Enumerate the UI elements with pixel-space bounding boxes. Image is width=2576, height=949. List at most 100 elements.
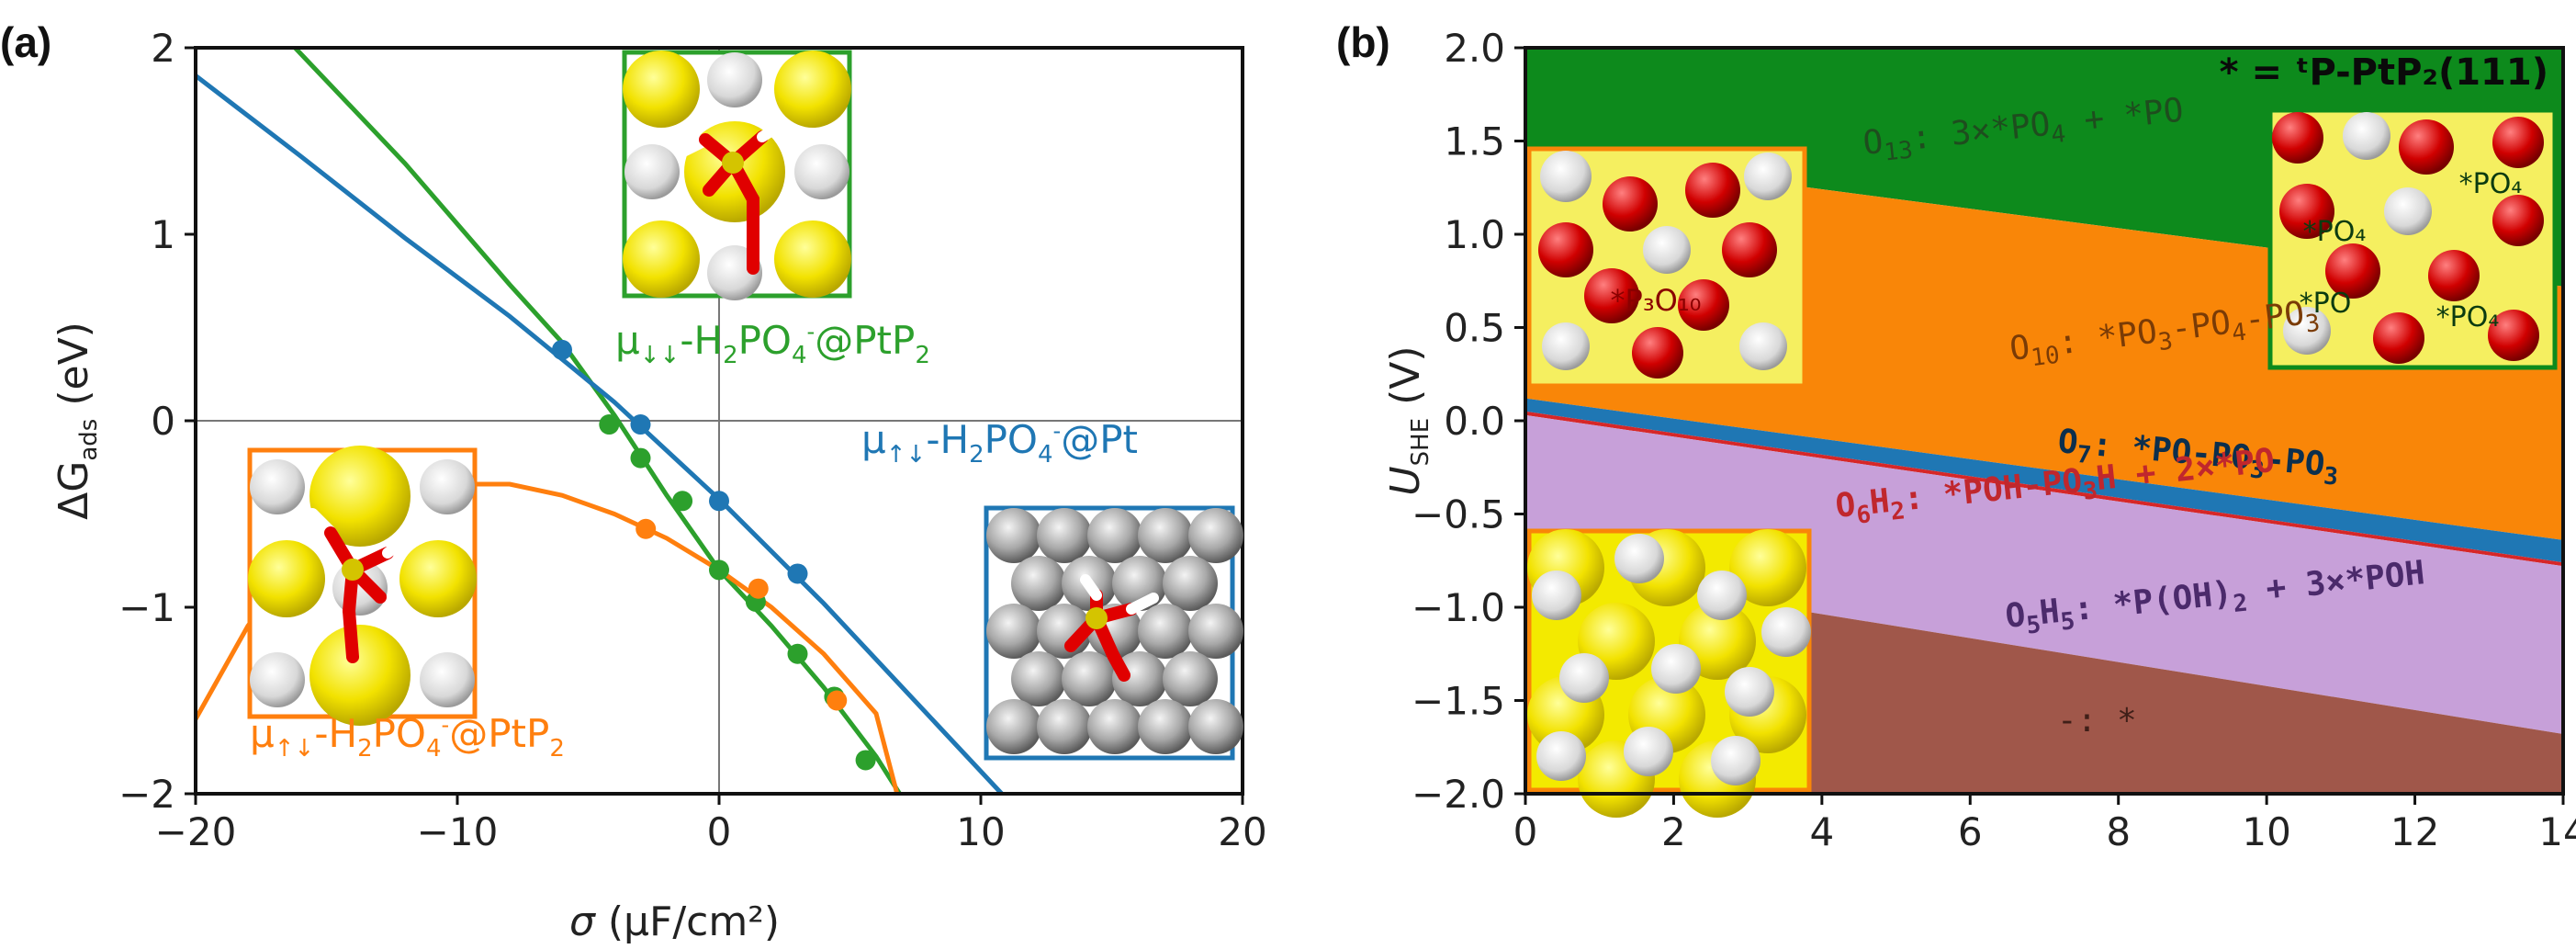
po4-inset-structure: *PO₄ *PO₄ *PO *PO₄: [2267, 107, 2558, 370]
x-tick-label: 20: [1218, 809, 1266, 854]
panel-a-label: (a): [0, 18, 51, 66]
pt-atom: [1163, 651, 1218, 706]
pt-atom: [1624, 727, 1673, 776]
x-tick-label: 10: [2242, 809, 2290, 854]
region-label-part: H: [1868, 482, 1892, 522]
y-tick-label: −1.0: [1412, 585, 1505, 630]
region-label-part: O: [1862, 123, 1885, 163]
y-tick-label: 2.0: [1444, 26, 1505, 71]
p3o10-label: *P₃O₁₀: [1611, 283, 1702, 318]
region-label-part: -PO: [2264, 441, 2326, 484]
pt-atom: [1697, 571, 1747, 620]
region-label-part: 6: [1855, 501, 1873, 529]
data-point-green-7: [855, 750, 876, 771]
fit-curve-blue: [196, 73, 1004, 794]
x-tick-label: −10: [417, 809, 499, 854]
pt-atom: [1761, 607, 1811, 657]
region-label-O6H2: O6H2: *POH-PO3H + 2×*PO: [1834, 442, 2278, 532]
region-label-part: O: [1834, 486, 1858, 525]
region-label-part: 5: [2059, 607, 2076, 636]
x-tick-label: −20: [155, 809, 237, 854]
panel-a-points: [552, 339, 876, 771]
region-label-part: 5: [2025, 611, 2042, 639]
y-tick-label: 1.5: [1444, 119, 1505, 164]
bare-surface-inset-structure: [1526, 528, 1812, 818]
pt-atom: [1651, 644, 1701, 694]
orange-inset-structure: [247, 446, 478, 726]
data-point-orange-1: [748, 578, 769, 599]
region-label--: -: *: [2057, 702, 2137, 740]
green-inset-structure: [622, 50, 852, 300]
y-tick-label: 1: [151, 212, 175, 257]
region-label-part: 4: [2231, 319, 2248, 348]
region-label-part: 2: [1889, 497, 1907, 525]
y-tick-label: −2.0: [1412, 772, 1505, 817]
region-label-O10: O10: *PO3-PO4-PO3: [2008, 293, 2322, 375]
pt-atom: [1188, 699, 1243, 754]
x-tick-label: 6: [1958, 809, 1983, 854]
panel-b-label: (b): [1336, 18, 1390, 66]
pt-atom: [1536, 731, 1586, 781]
region-label-part: H: [2038, 593, 2062, 632]
data-point-blue-2: [709, 491, 729, 512]
pt-atom: [1037, 508, 1092, 563]
pt-atom: [1087, 699, 1142, 754]
x-tick-label: 0: [707, 809, 732, 854]
y-tick-label: −1.5: [1412, 679, 1505, 724]
pt-atom: [1188, 604, 1243, 659]
data-point-blue-0: [552, 339, 572, 360]
region-label-part: 10: [2030, 342, 2062, 373]
pt-atom: [1138, 699, 1193, 754]
x-tick-label: 14: [2538, 809, 2576, 854]
data-point-green-0: [599, 414, 620, 435]
region-label-part: 2: [2232, 590, 2249, 618]
region-label-part: O: [2008, 329, 2032, 368]
p-atom: [1729, 529, 1806, 606]
region-label-part: 3: [2323, 462, 2339, 491]
region-O7: [1525, 398, 2563, 563]
series-label-green: μ↓↓-H2PO4-@PtP2: [615, 318, 930, 369]
region-O5H5: [1525, 414, 2563, 734]
region-label-part: -: *: [2057, 702, 2137, 740]
panel-a-xlabel: σ (μF/cm²): [569, 898, 780, 945]
x-tick-label: 12: [2390, 809, 2439, 854]
panel-b-ylabel: USHE (V): [1382, 345, 1434, 495]
pt-atom: [1711, 736, 1760, 785]
pt-atom: [1163, 556, 1218, 611]
y-tick-label: 1.0: [1444, 212, 1505, 257]
pt-atom: [1614, 534, 1664, 583]
region-label-part: 7: [2075, 441, 2092, 469]
x-tick-label: 8: [2106, 809, 2131, 854]
panel-b-ticks: 0 2 4 6 8 10 12 14 −2.0 −1.5 −1.0 −0.5 0.0 0.5 1.0 1.5 2…: [1412, 26, 2576, 854]
series-label-blue: μ↑↓-H2PO4-@Pt: [861, 417, 1138, 469]
region-label-part: -PO: [2243, 295, 2307, 340]
pt-atom: [1037, 699, 1092, 754]
region-label-part: 3: [2304, 310, 2322, 339]
data-point-green-2: [672, 491, 693, 512]
y-tick-label: 2: [151, 26, 175, 71]
pt-atom: [1188, 508, 1243, 563]
y-tick-label: 0: [151, 399, 175, 444]
x-tick-label: 10: [956, 809, 1005, 854]
series-label-orange: μ↑↓-H2PO4-@PtP2: [250, 711, 565, 763]
po4-label-a: *PO₄: [2459, 168, 2523, 200]
pt-atom: [1011, 651, 1066, 706]
p3o10-inset-structure: *P₃O₁₀: [1526, 146, 1807, 389]
pt-atom: [1062, 651, 1117, 706]
x-tick-label: 0: [1513, 809, 1538, 854]
region-label-part: O: [2004, 596, 2028, 636]
region-label-part: 3: [2082, 477, 2099, 505]
pt-atom: [1138, 508, 1193, 563]
surface-definition-note: * = ᵗP-PtP₂(111): [2220, 51, 2548, 94]
data-point-blue-3: [787, 563, 808, 584]
data-point-green-1: [630, 447, 651, 469]
pt-atom: [1087, 508, 1142, 563]
y-tick-label: −0.5: [1412, 492, 1505, 537]
y-tick-label: 0.0: [1444, 399, 1505, 444]
y-tick-label: 0.5: [1444, 306, 1505, 351]
x-tick-label: 4: [1809, 809, 1834, 854]
po-label: *PO: [2300, 288, 2352, 320]
pt-atom: [1725, 667, 1774, 717]
